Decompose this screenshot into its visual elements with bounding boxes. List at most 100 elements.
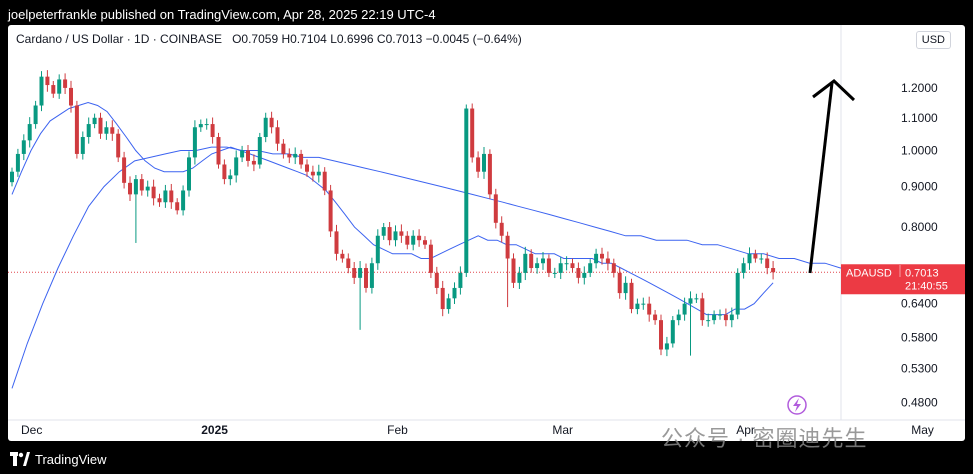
candle: [240, 145, 245, 163]
x-tick-label: May: [911, 423, 934, 437]
candle-body: [334, 231, 339, 254]
candle: [69, 80, 73, 113]
candle-body: [45, 76, 50, 86]
candle: [700, 292, 705, 326]
candle-body: [570, 263, 575, 269]
candle-body: [98, 117, 103, 134]
candle-body: [175, 202, 180, 211]
candle-body: [157, 198, 162, 203]
candle: [417, 229, 422, 247]
candle-body: [605, 258, 610, 264]
candle-body: [328, 190, 333, 232]
candle-body: [387, 227, 392, 241]
candle: [647, 296, 652, 322]
candle-body: [558, 263, 563, 273]
candle: [523, 246, 528, 281]
candle: [346, 253, 351, 274]
candle: [706, 313, 711, 327]
candle-body: [369, 263, 374, 288]
candle: [605, 251, 610, 271]
candle: [322, 167, 327, 196]
candle: [423, 236, 427, 249]
candle: [464, 104, 469, 278]
arrow-head-icon: [812, 79, 856, 102]
candle-body: [458, 272, 463, 288]
candle-body: [723, 314, 728, 321]
candle-body: [210, 124, 215, 138]
legend-change: −0.0045 (−0.64%): [425, 32, 522, 46]
candle-body: [216, 137, 221, 165]
candle: [210, 117, 215, 144]
candle: [305, 159, 309, 177]
candle: [594, 248, 599, 269]
candle-body: [139, 179, 144, 191]
candle: [263, 112, 268, 143]
publisher-line: joelpeterfrankle published on TradingVie…: [8, 7, 436, 22]
candle: [729, 307, 734, 328]
candle: [198, 119, 203, 132]
candle: [293, 147, 298, 165]
candle-body: [470, 108, 475, 158]
candle: [411, 230, 416, 251]
x-tick-label: 2025: [201, 423, 228, 437]
candle-body: [588, 263, 593, 273]
candle-body: [417, 235, 422, 241]
candle-body: [375, 235, 380, 264]
candle-body: [623, 282, 628, 294]
candle: [546, 254, 551, 278]
candle-body: [169, 190, 174, 203]
candle-body: [340, 253, 345, 259]
candle-body: [464, 108, 469, 273]
candle: [499, 216, 504, 243]
candle: [204, 118, 209, 130]
candle-body: [352, 268, 357, 278]
candle-body: [771, 268, 776, 273]
candle-body: [246, 150, 250, 161]
moving-average-long: [11, 146, 948, 389]
candle: [104, 121, 109, 140]
candle-body: [582, 272, 587, 278]
candle: [175, 198, 180, 215]
footer-brand[interactable]: TradingView: [10, 449, 107, 469]
legend-high: H0.7104: [281, 32, 327, 46]
currency-button[interactable]: USD: [915, 31, 951, 49]
candle-body: [39, 76, 44, 106]
candle: [659, 314, 663, 356]
candle-body: [641, 303, 646, 305]
candle-body: [753, 253, 758, 259]
candle: [275, 120, 280, 151]
candle-body: [670, 320, 675, 344]
legend-symbol: Cardano / US Dollar · 1D · COINBASE: [16, 32, 223, 46]
candle: [39, 71, 44, 112]
candle-body: [647, 303, 652, 315]
candle: [517, 266, 522, 289]
candle-body: [181, 190, 186, 211]
candle-body: [305, 164, 309, 172]
y-tick-label: 0.4800: [901, 395, 938, 409]
candle-body: [269, 117, 274, 128]
candle: [10, 167, 14, 187]
candle-body: [316, 171, 321, 176]
candle-body: [635, 303, 640, 310]
price-tag-countdown: 21:40:55: [905, 280, 948, 292]
candle: [133, 175, 138, 243]
candle: [393, 225, 398, 247]
candle-body: [759, 258, 764, 260]
candle-body: [51, 85, 56, 94]
lightning-icon[interactable]: [787, 395, 807, 415]
candle-body: [476, 157, 481, 172]
candle: [251, 154, 256, 172]
candle: [375, 229, 380, 270]
candle: [771, 261, 776, 280]
candle-body: [192, 127, 197, 158]
candle-body: [92, 117, 97, 125]
candlestick-chart[interactable]: 1.20001.10001.00000.90000.80000.70000.64…: [8, 25, 965, 441]
candle-body: [712, 314, 717, 321]
x-tick-label: Apr: [736, 423, 755, 437]
candle-body: [735, 272, 740, 315]
candle: [15, 148, 20, 177]
candle: [493, 188, 498, 229]
chart-panel[interactable]: 1.20001.10001.00000.90000.80000.70000.64…: [8, 25, 965, 441]
price-tag-symbol: ADAUSD: [846, 267, 892, 279]
candle: [222, 159, 227, 185]
